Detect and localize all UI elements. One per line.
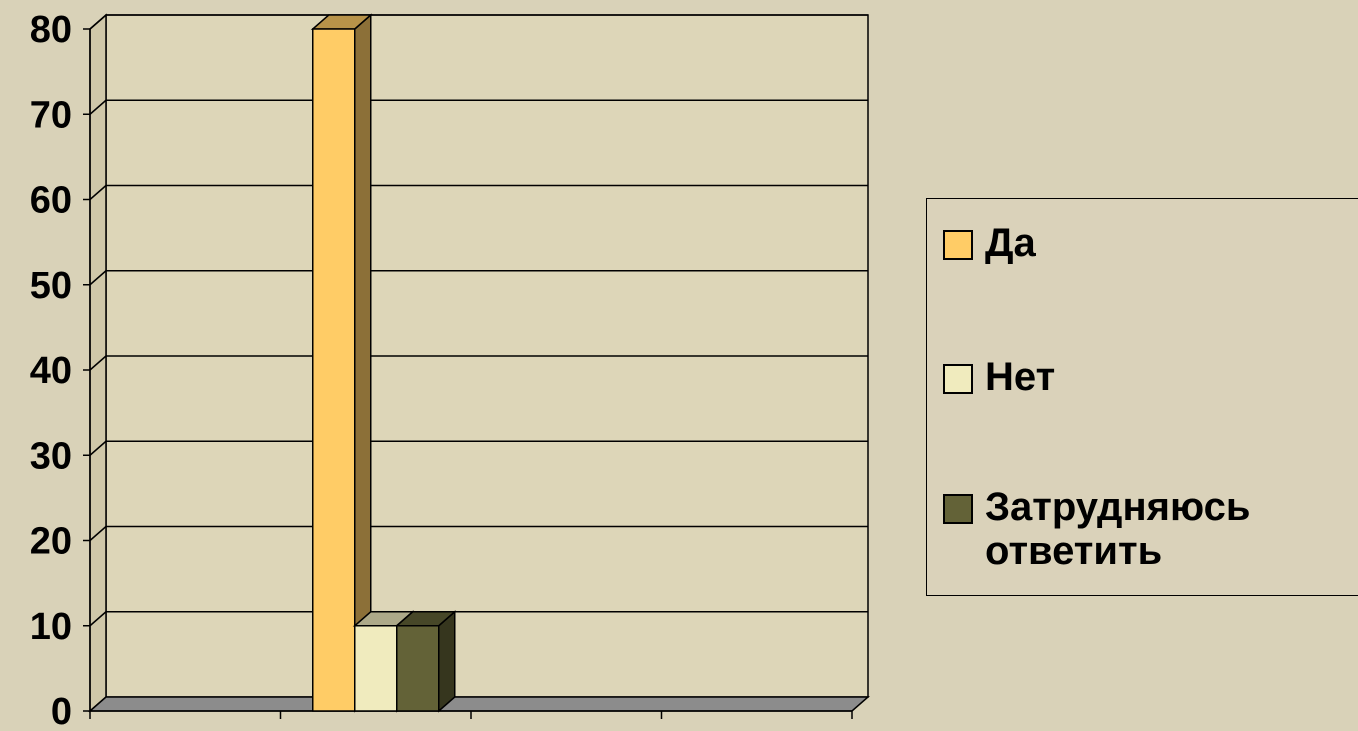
y-tick-label: 0 [51,691,72,731]
legend-item-hard-to-say: Затрудняюсь ответить [943,485,1345,573]
y-tick-label: 80 [30,9,72,51]
gridline-side [89,355,107,371]
y-tick-label: 30 [30,435,72,477]
legend-label-net: Нет [985,355,1056,399]
bar [354,625,398,712]
y-tick-label: 60 [30,180,72,222]
gridline-side [89,99,107,115]
legend-label-da: Да [985,221,1036,265]
gridline-side [89,525,107,542]
bar-side [354,13,372,713]
legend-item-net: Нет [943,355,1345,399]
gridline-side [89,270,107,286]
y-tick-label: 50 [30,265,72,307]
gridline-side [89,440,107,456]
chart-legend: Да Нет Затрудняюсь ответить [926,198,1358,596]
gridline-side [89,14,107,30]
y-tick-label: 40 [30,350,72,392]
y-tick-label: 70 [30,94,72,136]
bar [312,28,356,712]
legend-swatch-net [943,364,973,394]
gridline-side [89,184,107,201]
gridline-side [89,611,107,627]
bar-side [438,610,456,713]
legend-label-hard-to-say: Затрудняюсь ответить [985,485,1251,573]
plot-floor [88,696,870,712]
legend-swatch-hard-to-say [943,494,973,524]
legend-item-da: Да [943,221,1345,265]
y-tick-label: 20 [30,521,72,563]
legend-swatch-da [943,230,973,260]
y-tick-label: 10 [30,606,72,648]
bar [396,625,440,712]
